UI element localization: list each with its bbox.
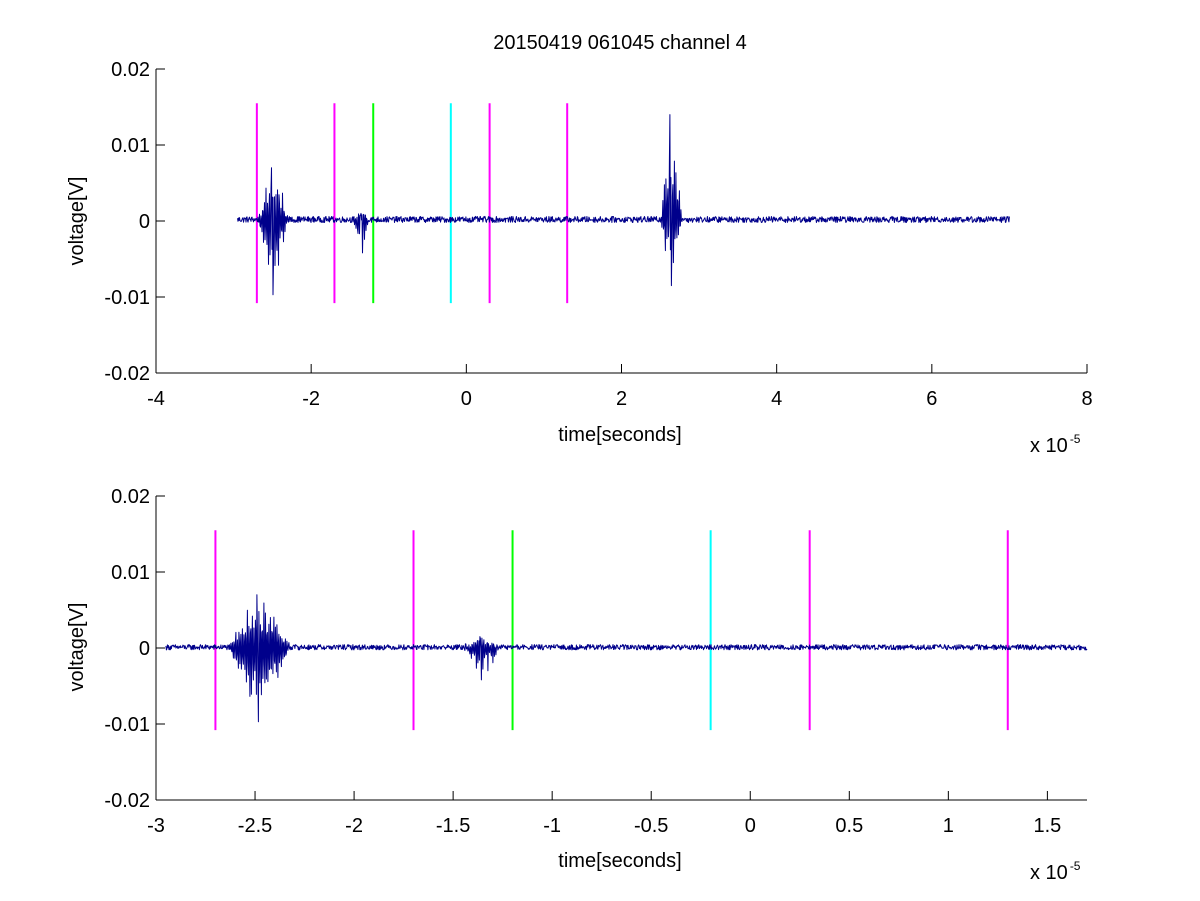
- bottom-y-tick-label: -0.01: [104, 714, 150, 736]
- top-y-tick-label: 0.02: [111, 59, 150, 81]
- top-y-tick-label: 0.01: [111, 135, 150, 157]
- top-x-axis-label: time[seconds]: [558, 424, 681, 446]
- bottom-x-tick-label: -1.5: [436, 815, 470, 837]
- bottom-x-tick-label: -2.5: [238, 815, 272, 837]
- bottom-x-tick-label: -3: [147, 815, 165, 837]
- top-x-tick-label: 4: [771, 388, 782, 410]
- bottom-y-ticks: -0.02 -0.01 0 0.01 0.02: [104, 486, 165, 812]
- bottom-signal-series: [165, 594, 1088, 723]
- top-x-ticks: -4 -2 0 2 4 6 8: [147, 364, 1093, 410]
- top-axes: -4 -2 0 2 4 6 8 -0.02 -0.01 0 0.01 0.02 time[secon…: [66, 59, 1093, 457]
- bottom-y-tick-label: 0: [139, 638, 150, 660]
- bottom-x-tick-label: -1: [543, 815, 561, 837]
- bottom-axes: -3 -2.5 -2 -1.5 -1 -0.5 0 0.5 1 1.5 -0.02 -0.01 0 0.…: [66, 486, 1088, 884]
- top-x-multiplier: x 10 -5: [1030, 432, 1081, 457]
- top-y-ticks: -0.02 -0.01 0 0.01 0.02: [104, 59, 165, 385]
- top-x-tick-label: -4: [147, 388, 165, 410]
- top-x-tick-label: 2: [616, 388, 627, 410]
- top-x-tick-label: 0: [461, 388, 472, 410]
- bottom-x-tick-label: -2: [345, 815, 363, 837]
- top-signal-series: [237, 114, 1010, 296]
- bottom-x-tick-label: 1.5: [1033, 815, 1061, 837]
- bottom-x-tick-label: 1: [943, 815, 954, 837]
- top-y-tick-label: 0: [139, 211, 150, 233]
- bottom-y-tick-label: -0.02: [104, 790, 150, 812]
- bottom-signal-line: [165, 594, 1088, 723]
- bottom-x-multiplier: x 10 -5: [1030, 859, 1081, 884]
- top-event-markers: [255, 103, 569, 304]
- bottom-x-tick-label: 0: [745, 815, 756, 837]
- bottom-y-axis-label: voltage[V]: [66, 603, 88, 692]
- top-y-axis-label: voltage[V]: [66, 177, 88, 266]
- bottom-x-tick-label: 0.5: [835, 815, 863, 837]
- bottom-x-axis-label: time[seconds]: [558, 850, 681, 872]
- top-x-tick-label: 8: [1081, 388, 1092, 410]
- top-y-tick-label: -0.02: [104, 363, 150, 385]
- top-signal-line: [237, 114, 1010, 296]
- bottom-y-tick-label: 0.02: [111, 486, 150, 508]
- bottom-y-tick-label: 0.01: [111, 562, 150, 584]
- top-x-tick-label: -2: [302, 388, 320, 410]
- figure-title: 20150419 061045 channel 4: [493, 32, 747, 54]
- top-x-tick-label: 6: [926, 388, 937, 410]
- bottom-x-ticks: -3 -2.5 -2 -1.5 -1 -0.5 0 0.5 1 1.5: [147, 791, 1061, 837]
- top-y-tick-label: -0.01: [104, 287, 150, 309]
- bottom-x-tick-label: -0.5: [634, 815, 668, 837]
- bottom-event-markers: [214, 530, 1009, 731]
